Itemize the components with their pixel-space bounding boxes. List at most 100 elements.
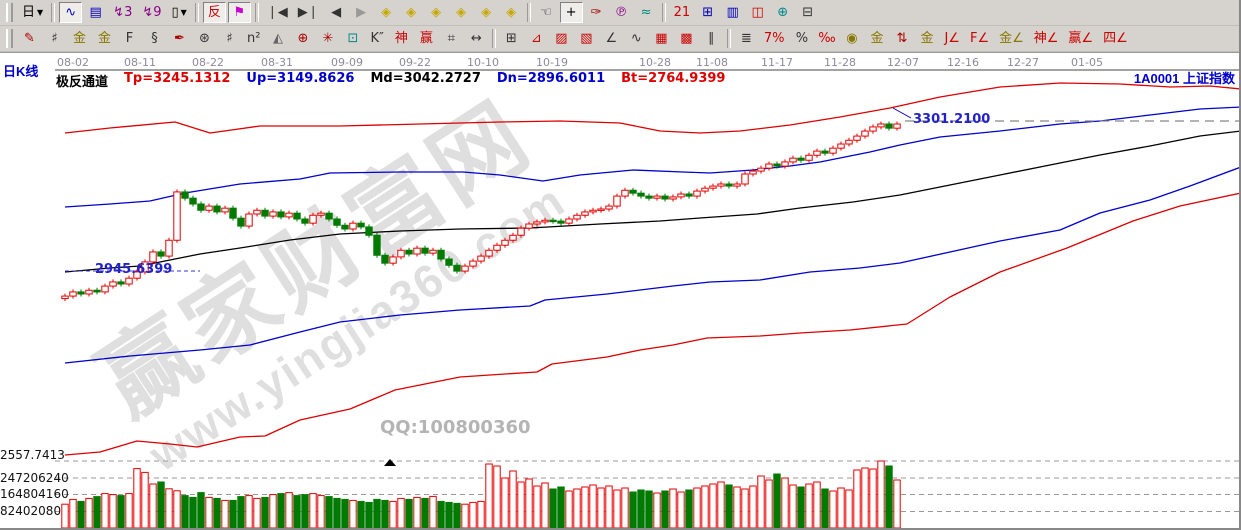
ray-fan-icon: ⊿: [530, 31, 542, 46]
cup-gold-button[interactable]: 金: [915, 28, 939, 49]
info-panel-button[interactable]: ▤: [84, 2, 108, 23]
f-angle-button[interactable]: F∠: [965, 28, 994, 49]
gold-section-button[interactable]: 金: [68, 28, 91, 49]
candle-body: [469, 260, 477, 267]
diamond-star-button[interactable]: ◈: [449, 2, 473, 23]
k-mark-button[interactable]: K″: [366, 28, 388, 49]
toolbar-grip[interactable]: [6, 3, 13, 22]
percent-button[interactable]: %: [790, 28, 814, 49]
candle-style-button[interactable]: ▯ ▼: [167, 2, 191, 23]
grid-ruler-button[interactable]: ♯: [43, 28, 66, 49]
volume-bar: [85, 497, 93, 528]
j-angle-button[interactable]: J∠: [940, 28, 964, 49]
cycle-circle-button[interactable]: ⊛: [193, 28, 216, 49]
calculator-button[interactable]: ⊞: [696, 2, 720, 23]
gold-lines-button[interactable]: 金: [865, 28, 889, 49]
gold-lines-icon: 金: [870, 31, 884, 46]
diamond-full-icon: ◈: [506, 5, 517, 20]
jifan-channel-button[interactable]: 反: [202, 2, 226, 23]
si-angle-button[interactable]: 四∠: [1099, 28, 1132, 49]
pan-hand-button[interactable]: ☜: [534, 2, 558, 23]
trend-wave-button[interactable]: ∿: [59, 2, 83, 23]
crosshair-button[interactable]: +: [559, 2, 583, 23]
target-circle-button[interactable]: ⊕: [291, 28, 315, 49]
brush-tool-icon: ✎: [24, 31, 35, 46]
diamond-full-button[interactable]: ◈: [499, 2, 523, 23]
mark-pin-button[interactable]: ✑: [584, 2, 608, 23]
star-burst-button[interactable]: ✳: [316, 28, 340, 49]
cost-line-button[interactable]: ≈: [634, 2, 658, 23]
parallel-lines-button[interactable]: ∥: [699, 28, 723, 49]
ying-angle-button[interactable]: 赢∠: [1064, 28, 1098, 49]
volume-bar: [317, 495, 325, 528]
period-day-button[interactable]: 日 ▼: [18, 2, 48, 23]
ray-fan-button[interactable]: ⊿: [524, 28, 548, 49]
n-wave-9-button[interactable]: ↯9: [138, 2, 166, 23]
n-wave-3-button[interactable]: ↯3: [109, 2, 137, 23]
calendar-button[interactable]: 21: [669, 2, 695, 23]
fibo-f-button[interactable]: F: [118, 28, 141, 49]
volume-bar: [805, 483, 813, 528]
save-button[interactable]: ◫: [746, 2, 770, 23]
ruler-123-button[interactable]: ⌗: [439, 28, 463, 49]
star-burst-icon: ✳: [322, 31, 334, 46]
red-grid2-button[interactable]: ▩: [674, 28, 698, 49]
grid-target-button[interactable]: ⊡: [341, 28, 365, 49]
shen-tool-button[interactable]: 神: [389, 28, 413, 49]
diamond-right-button[interactable]: ◈: [399, 2, 423, 23]
pen-measure-button[interactable]: ✒: [168, 28, 191, 49]
candle-body: [189, 197, 197, 205]
web-button[interactable]: ⊕: [771, 2, 795, 23]
quote-list-button[interactable]: ≣: [734, 28, 758, 49]
percent-zone-button[interactable]: 7%: [759, 28, 789, 49]
candle-body: [333, 218, 341, 226]
diamond-compress-button[interactable]: ◈: [474, 2, 498, 23]
trend-lines-button[interactable]: ∠: [599, 28, 623, 49]
candle-body: [493, 244, 501, 251]
volume-bar: [277, 493, 285, 528]
notes-button[interactable]: ▥: [721, 2, 745, 23]
toolbar-grip[interactable]: [6, 29, 13, 48]
candle-body: [149, 251, 157, 263]
print-button[interactable]: ⊟: [796, 2, 820, 23]
first-page-button[interactable]: ❘◀: [262, 2, 292, 23]
last-page-button[interactable]: ▶❘: [293, 2, 323, 23]
chip-dist-button[interactable]: ℗: [609, 2, 633, 23]
candle-body: [165, 239, 173, 257]
spiral-button[interactable]: §: [143, 28, 166, 49]
volume-bar: [333, 497, 341, 528]
diamond-left-button[interactable]: ◈: [374, 2, 398, 23]
prev-button[interactable]: ◀: [324, 2, 348, 23]
candle-body: [349, 222, 357, 230]
time-ruler-button[interactable]: ♯: [218, 28, 241, 49]
volume-bar: [853, 469, 861, 528]
rect-frame-icon: ⊞: [505, 31, 517, 46]
gold-section2-button[interactable]: 金: [93, 28, 116, 49]
candle-body: [669, 196, 677, 200]
period-day-icon: 日: [22, 5, 36, 20]
volume-bar: [869, 468, 877, 528]
next-button[interactable]: ▶: [349, 2, 373, 23]
candle-body: [709, 185, 717, 189]
diamond-expand-button[interactable]: ◈: [424, 2, 448, 23]
flag-marker-button[interactable]: ⚑: [227, 2, 251, 23]
updown-measure-button[interactable]: ⇅: [890, 28, 914, 49]
ying-tool-button[interactable]: 赢: [414, 28, 438, 49]
gold-circle-button[interactable]: ◉: [840, 28, 864, 49]
rect-frame-button[interactable]: ⊞: [499, 28, 523, 49]
gann-grid-button[interactable]: ▧: [574, 28, 598, 49]
percent-lines-button[interactable]: ‰: [815, 28, 839, 49]
shen-angle-button[interactable]: 神∠: [1029, 28, 1063, 49]
width-measure-button[interactable]: ↔: [464, 28, 488, 49]
n-wave-3-icon: ↯3: [113, 5, 133, 20]
n-square-button[interactable]: n²: [243, 28, 265, 49]
angle-tool-button[interactable]: ◭: [266, 28, 290, 49]
candle-body: [61, 295, 69, 300]
candle-body: [749, 170, 757, 175]
gold-angle-button[interactable]: 金∠: [995, 28, 1028, 49]
red-grid-button[interactable]: ▦: [649, 28, 673, 49]
zigzag-line-button[interactable]: ∿: [624, 28, 648, 49]
brush-tool-button[interactable]: ✎: [18, 28, 41, 49]
gann-box-button[interactable]: ▨: [549, 28, 573, 49]
